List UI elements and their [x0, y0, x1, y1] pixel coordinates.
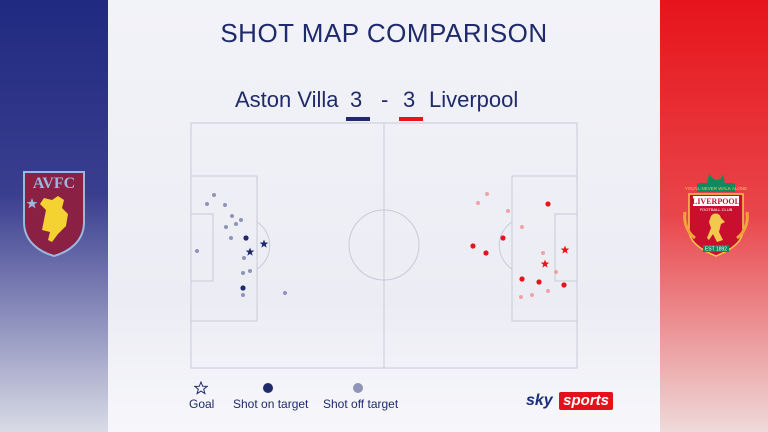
aston-villa-shot-off-target-marker — [242, 256, 246, 260]
right-penalty-box — [511, 175, 578, 322]
aston-villa-shot-off-target-marker — [212, 193, 216, 197]
liverpool-goal-marker — [560, 245, 570, 254]
liverpool-shot-on-target-marker — [519, 276, 525, 282]
liverpool-shot-off-target-marker — [506, 209, 510, 213]
liverpool-shot-on-target-marker — [470, 243, 476, 249]
liverpool-shot-off-target-marker — [520, 225, 524, 229]
right-penalty-arc — [498, 221, 513, 270]
liverpool-shot-off-target-marker — [476, 201, 480, 205]
liverpool-shot-on-target-marker — [483, 250, 489, 256]
liverpool-shot-off-target-marker — [554, 270, 558, 274]
aston-villa-shot-off-target-marker — [248, 269, 252, 273]
aston-villa-goal-marker — [259, 239, 269, 248]
liverpool-shot-on-target-marker — [561, 282, 567, 288]
shot-on-target-dot-icon — [263, 383, 273, 393]
liverpool-shot-off-target-marker — [541, 251, 545, 255]
aston-villa-shot-on-target-marker — [240, 285, 246, 291]
home-score-underline — [346, 117, 370, 121]
liverpool-shot-on-target-marker — [545, 201, 551, 207]
legend-shot-on-target: Shot on target — [233, 397, 309, 411]
left-penalty-arc — [256, 221, 271, 270]
away-team-name: Liverpool — [429, 87, 519, 112]
liverpool-shot-off-target-marker — [530, 293, 534, 297]
score-separator: - — [381, 87, 389, 112]
aston-villa-shot-off-target-marker — [224, 225, 228, 229]
liverpool-crest-logo: YOU'LL NEVER WALK ALONE LIVERPOOL FOOTBA… — [683, 174, 749, 257]
left-penalty-box — [190, 175, 258, 322]
svg-text:LIVERPOOL: LIVERPOOL — [692, 197, 740, 206]
shot-off-target-dot-icon — [353, 383, 363, 393]
aston-villa-crest-logo: AVFC — [23, 171, 85, 258]
legend-goal: Goal — [189, 397, 215, 411]
left-six-yard-box — [190, 213, 214, 282]
svg-text:EST 1892: EST 1892 — [705, 247, 727, 253]
liverpool-shot-off-target-marker — [485, 192, 489, 196]
liverpool-shot-on-target-marker — [500, 235, 506, 241]
aston-villa-shot-off-target-marker — [223, 203, 227, 207]
aston-villa-goal-marker — [245, 247, 255, 256]
aston-villa-shot-off-target-marker — [229, 236, 233, 240]
pitch-lines — [190, 122, 578, 369]
sports-wordmark: sports — [559, 392, 613, 410]
away-score: 3 — [403, 87, 416, 112]
aston-villa-shot-off-target-marker — [234, 222, 238, 226]
aston-villa-shot-on-target-marker — [243, 235, 249, 241]
aston-villa-shot-off-target-marker — [230, 214, 234, 218]
chart-title: SHOT MAP COMPARISON — [220, 18, 548, 48]
svg-text:FOOTBALL CLUB: FOOTBALL CLUB — [700, 207, 733, 212]
legend-shot-off-target: Shot off target — [323, 397, 399, 411]
away-score-underline — [399, 117, 423, 121]
aston-villa-shot-off-target-marker — [195, 249, 199, 253]
sky-wordmark: sky — [526, 392, 553, 409]
goal-star-icon — [194, 381, 208, 395]
aston-villa-shot-off-target-marker — [283, 291, 287, 295]
shot-markers — [195, 192, 570, 299]
aston-villa-shot-off-target-marker — [241, 271, 245, 275]
home-team-name: Aston Villa — [235, 87, 339, 112]
svg-text:YOU'LL NEVER WALK ALONE: YOU'LL NEVER WALK ALONE — [685, 186, 747, 191]
aston-villa-shot-off-target-marker — [241, 293, 245, 297]
right-six-yard-box — [554, 213, 578, 282]
centre-circle — [348, 209, 420, 281]
aston-villa-shot-off-target-marker — [205, 202, 209, 206]
home-score: 3 — [350, 87, 363, 112]
liverpool-goal-marker — [540, 259, 550, 268]
sky-sports-logo: sky sports — [526, 392, 613, 412]
aston-villa-shot-off-target-marker — [239, 218, 243, 222]
liverpool-shot-off-target-marker — [519, 295, 523, 299]
liverpool-shot-on-target-marker — [536, 279, 542, 285]
liverpool-shot-off-target-marker — [546, 289, 550, 293]
svg-text:AVFC: AVFC — [33, 175, 75, 192]
